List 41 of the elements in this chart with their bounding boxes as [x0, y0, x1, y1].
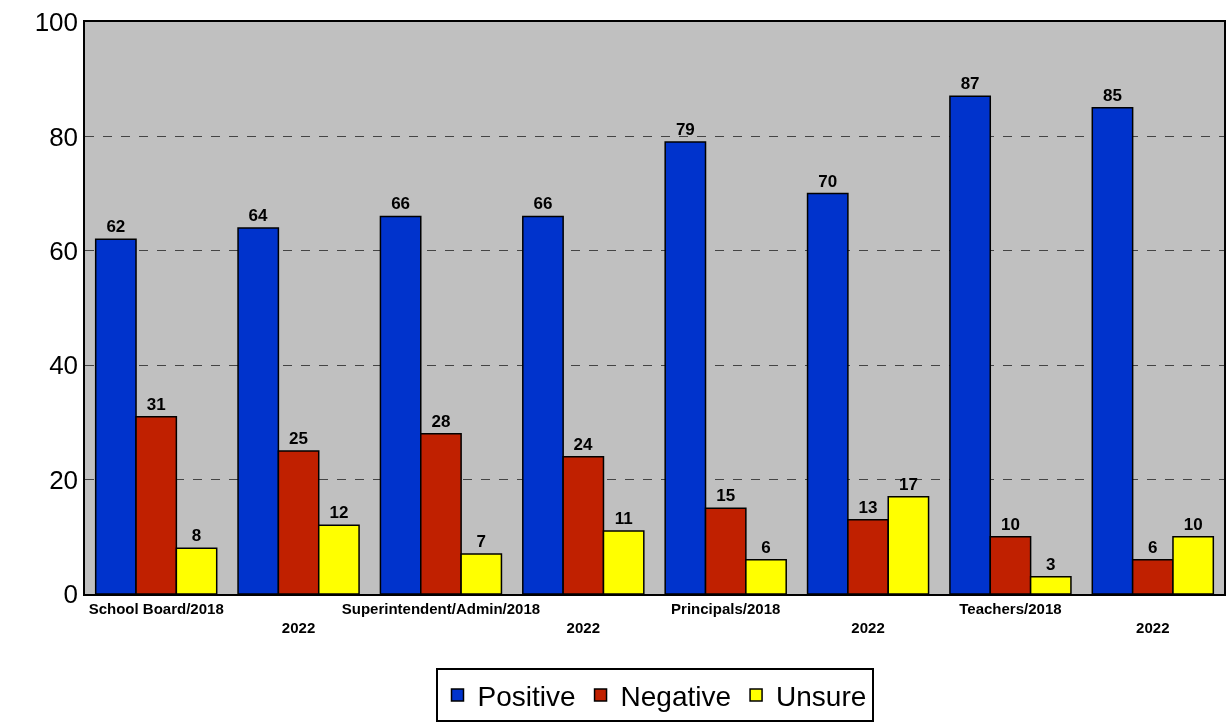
data-label: 11 — [614, 509, 633, 529]
x-tick-label: Principals/2018 — [671, 599, 781, 617]
y-tick-label: 60 — [49, 235, 79, 266]
data-label: 6 — [1148, 537, 1158, 557]
data-label: 79 — [675, 120, 695, 140]
data-label: 17 — [898, 474, 918, 494]
data-label: 25 — [289, 429, 309, 448]
data-label: 10 — [1000, 514, 1020, 534]
data-label: 66 — [533, 194, 553, 214]
y-tick-label: 100 — [34, 7, 79, 38]
data-label: 64 — [248, 205, 268, 225]
data-label: 31 — [146, 394, 166, 414]
data-label: 15 — [716, 486, 736, 506]
x-tick-label: 2022 — [566, 619, 600, 637]
data-label: 6 — [761, 537, 771, 557]
legend-label: Unsure — [776, 680, 867, 712]
y-tick-label: 20 — [49, 464, 79, 495]
y-tick-label: 40 — [49, 350, 79, 381]
data-label: 7 — [476, 531, 487, 551]
y-tick-label: 0 — [63, 579, 79, 610]
data-label: 85 — [1103, 85, 1122, 105]
data-label: 66 — [391, 194, 411, 214]
x-tick-label: 2022 — [1136, 619, 1170, 637]
data-label: 70 — [818, 171, 838, 191]
data-label: 12 — [329, 503, 349, 523]
data-label: 13 — [858, 497, 878, 517]
x-tick-label: Superintendent/Admin/2018 — [341, 599, 541, 617]
legend-label: Positive — [477, 680, 576, 712]
data-label: 3 — [1046, 554, 1056, 574]
data-label: 24 — [573, 434, 594, 454]
data-label: 10 — [1183, 514, 1203, 534]
data-label: 28 — [431, 411, 451, 431]
data-label: 8 — [191, 526, 202, 546]
x-tick-label: 2022 — [281, 619, 316, 637]
data-label: 62 — [106, 217, 126, 237]
legend-label: Negative — [620, 680, 732, 712]
x-tick-label: School Board/2018 — [88, 599, 224, 617]
x-tick-label: Teachers/2018 — [959, 599, 1062, 617]
data-label: 87 — [960, 74, 980, 94]
x-tick-label: 2022 — [851, 619, 885, 637]
y-tick-label: 80 — [49, 121, 79, 152]
